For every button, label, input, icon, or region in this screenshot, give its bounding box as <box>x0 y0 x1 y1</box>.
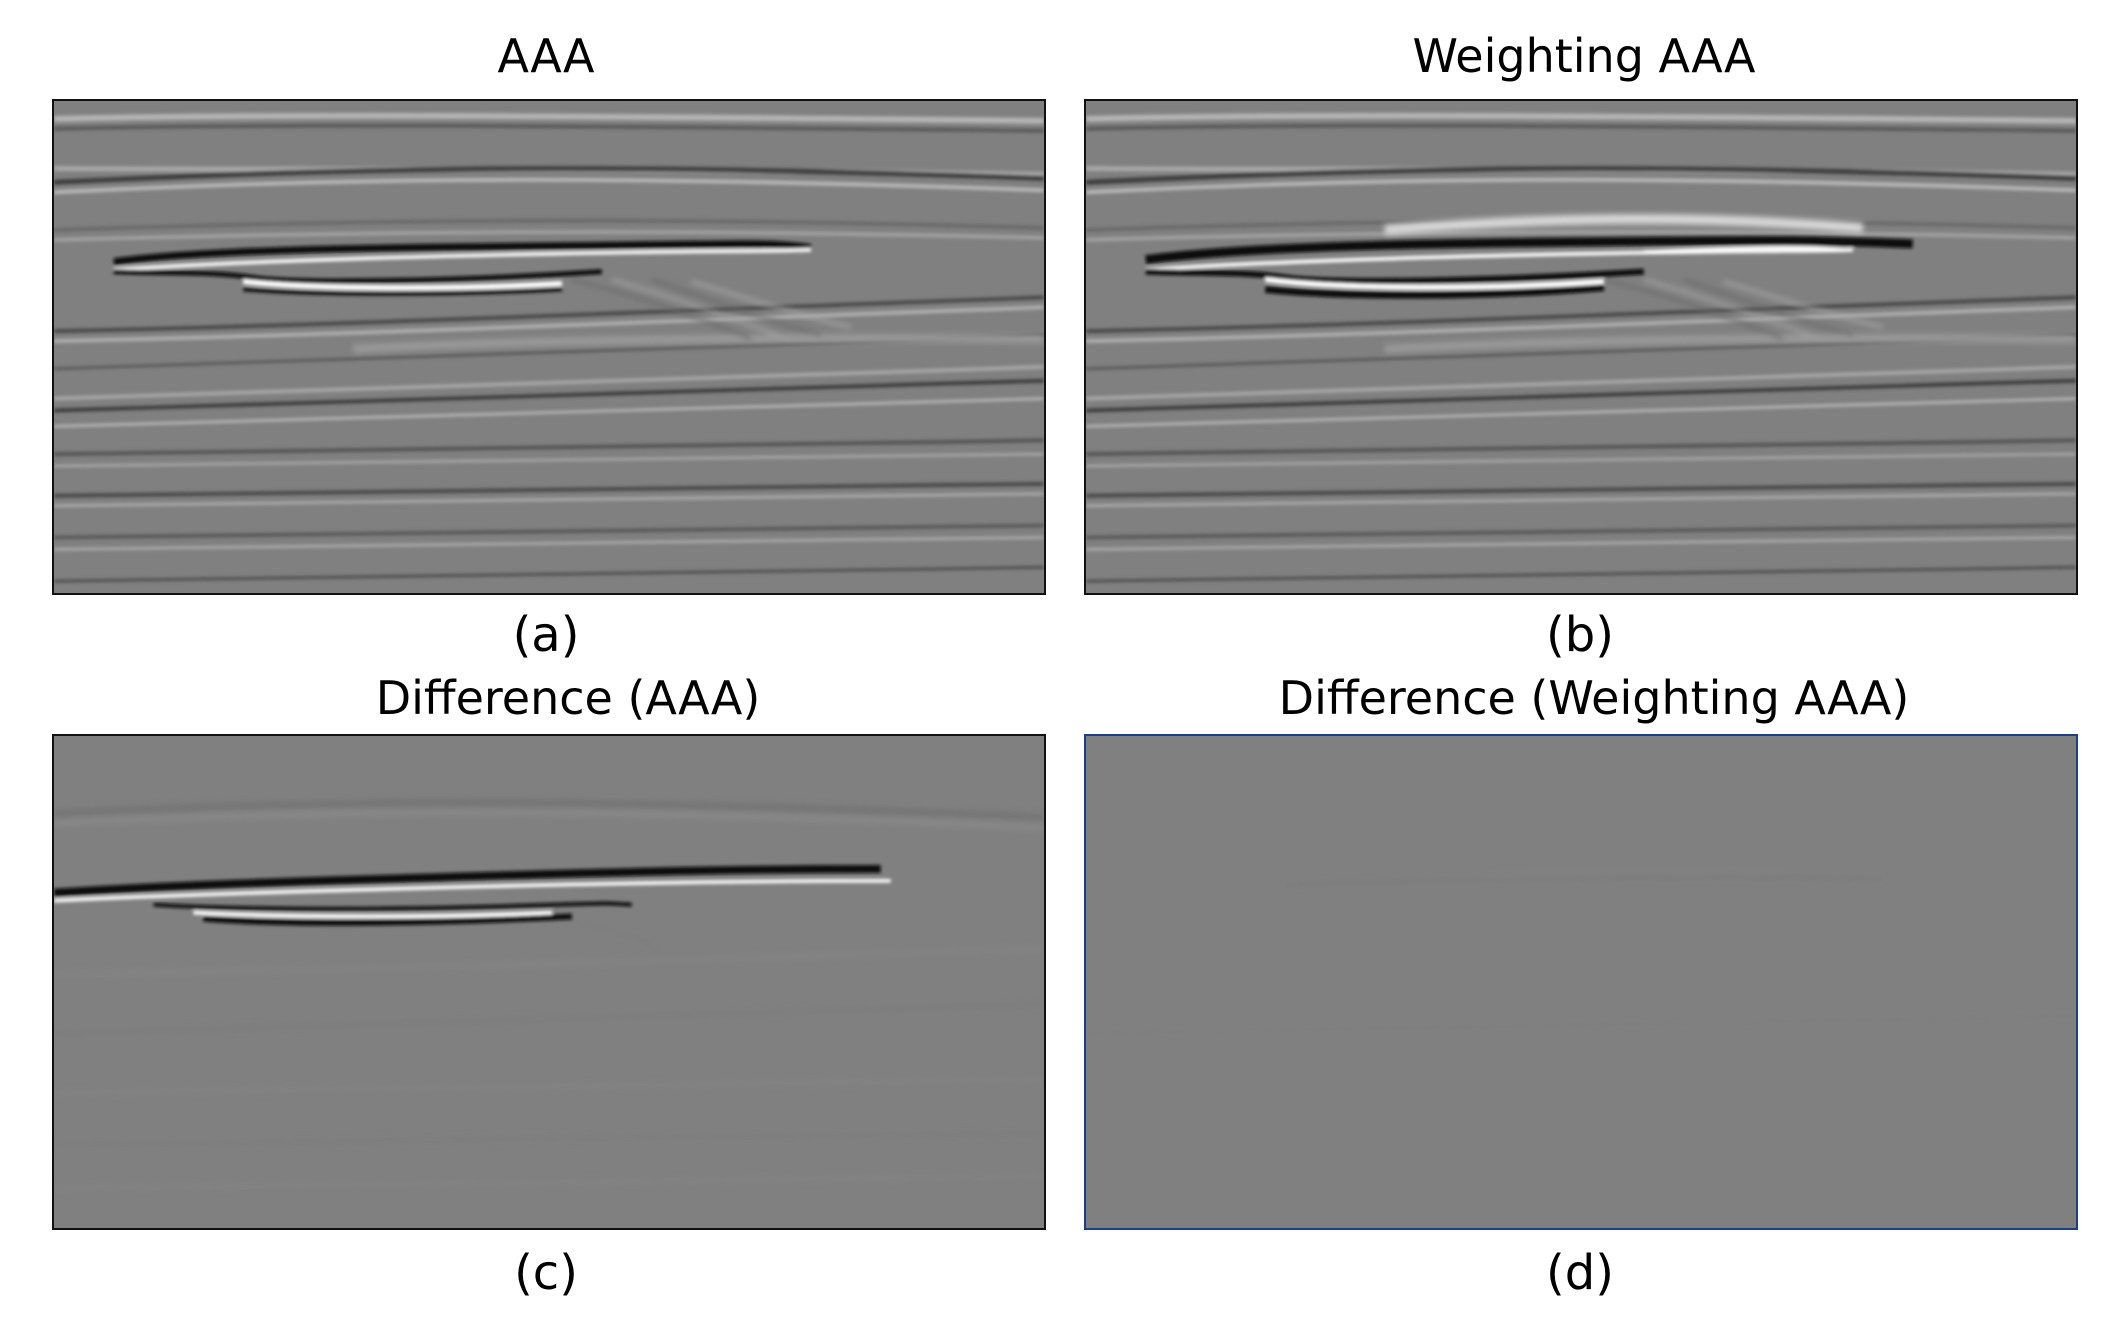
panel-a-seismic-image <box>52 99 1046 595</box>
panel-c-plot <box>54 736 1044 1228</box>
panel-c-difference-image <box>52 734 1046 1230</box>
panel-b-caption: (b) <box>1546 607 1614 663</box>
panel-d-title: Difference (Weighting AAA) <box>1278 671 1910 725</box>
panel-d-plot <box>1086 736 2076 1228</box>
panel-c-caption: (c) <box>514 1245 578 1301</box>
panel-b-plot <box>1086 101 2076 593</box>
panel-d-difference-image <box>1084 734 2078 1230</box>
panel-c-title: Difference (AAA) <box>375 671 761 725</box>
panel-a-plot <box>54 101 1044 593</box>
panel-a-caption: (a) <box>512 607 580 663</box>
panel-d-caption: (d) <box>1546 1245 1614 1301</box>
panel-b-title: Weighting AAA <box>1412 29 1756 83</box>
panel-b-seismic-image <box>1084 99 2078 595</box>
panel-a-title: AAA <box>497 29 595 83</box>
